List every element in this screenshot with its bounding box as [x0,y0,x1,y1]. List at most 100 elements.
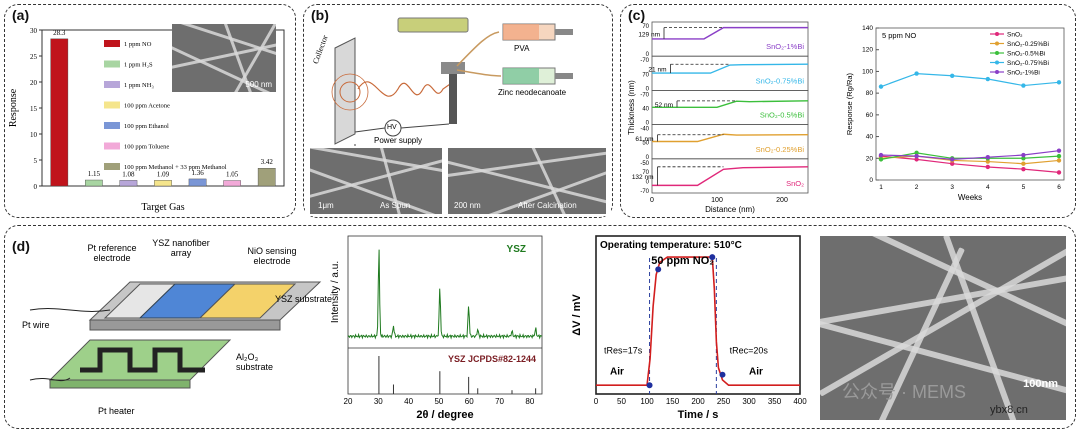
x-axis-label-resp: Time / s [678,409,719,421]
legend-marker-c2 [995,60,999,65]
x-tick-label-xrd: 80 [525,397,534,406]
x-tick-label-resp: 0 [594,397,599,406]
label-ysz-array: YSZ nanofiber array [152,238,210,258]
legend-swatch-a [104,163,120,170]
x-tick-label-resp: 200 [691,397,705,406]
legend-swatch-a [104,122,120,129]
legend-label-a: 1 ppm H₂S [124,62,153,69]
t-rec-label: tRec=20s [730,346,769,356]
profile-tick-label: 70 [642,24,649,30]
y-axis-label-c2: Response (Rg/Ra) [845,72,854,135]
response-marker [655,266,662,273]
operating-temp-label: Operating temperature: 510°C [600,240,742,251]
stability-point [1021,83,1026,88]
profile-tick-label: -70 [640,92,649,98]
y-tick-label-c2: 60 [866,112,874,119]
y-tick-label-c2: 40 [866,134,874,141]
x-tick-label-c1: 0 [650,197,654,204]
profile-tick-label: 0 [646,155,650,161]
bar-a [257,168,276,187]
legend-label-c2: SnO₂-0.75%Bi [1007,60,1049,67]
profile-series-label: SnO₂-0.75%Bi [756,76,805,85]
t-res-label: tRes=17s [604,346,643,356]
x-tick-label-resp: 400 [793,397,807,406]
stability-point [1056,148,1062,153]
profile-line [652,166,809,187]
profile-tick-label: 70 [642,170,649,176]
y-axis-label-xrd: Intensity / a.u. [330,261,341,323]
panel-d-frame [4,225,1076,429]
stability-line [880,72,1060,88]
sensor-schematic [29,281,322,389]
x-tick-label-resp: 300 [742,397,756,406]
label-pt-ref: Pt reference electrode [87,243,137,263]
sem-b1-scale: 1μm [318,201,334,210]
x-axis-label-c2: Weeks [958,193,982,202]
bar-a [85,179,103,187]
profile-line [652,100,809,109]
x-axis-label-a: Target Gas [141,202,184,213]
stability-line [880,150,1060,160]
y-tick-label-a: 30 [30,27,38,35]
x-tick-label-resp: 250 [717,397,731,406]
profile-tick-label: 0 [646,121,650,127]
sem-d-scale: 100nm [1023,378,1058,390]
sem-a-scale: 500 nm [245,80,272,89]
label-power: Power supply [374,136,423,145]
stability-point [1021,156,1026,161]
profile-tick-label: 0 [646,86,650,92]
y-axis-label-c1: Thickness (nm) [627,80,636,135]
y-tick-label-a: 5 [34,157,38,165]
step-label: 132 nm [632,174,654,181]
x-tick-label-xrd: 20 [344,397,353,406]
x-tick-label-xrd: 30 [374,397,383,406]
panel-c-label: (c) [628,7,646,23]
sem-image-a: 500 nm [172,24,276,92]
stability-point [914,153,919,159]
x-tick-label-c2: 6 [1057,184,1061,191]
panel-b-frame [303,4,613,218]
bar-value-label-a: 1.15 [88,170,101,178]
profile-series-label: SnO₂-0.5%Bi [760,111,805,120]
response-marker [709,254,716,261]
bar-a [119,180,138,187]
profile-series-label: SnO₂ [786,179,804,188]
x-tick-label-c1: 100 [711,197,723,204]
profile-tick-label: 0 [646,180,650,186]
profile-tick-label: -70 [640,189,649,195]
x-tick-label-c1: 200 [776,197,788,204]
stability-point [914,71,919,76]
x-tick-label-resp: 100 [640,397,654,406]
label-ysz-sub: YSZ substrate [275,294,333,304]
stability-point [1056,80,1062,85]
stability-point [985,155,990,160]
x-tick-label-c2: 2 [915,184,919,191]
plot-frame-resp [595,235,801,395]
y-tick-label-c2: 20 [866,155,874,162]
sem-b2-scale: 200 nm [454,201,481,210]
step-label: 61 nm [635,136,653,143]
x-axis-label-c1: Distance (nm) [705,205,755,214]
bar-value-label-a: 1.05 [226,171,239,179]
stability-point [914,157,919,162]
x-tick-label-c2: 5 [1022,184,1026,191]
legend-label-a: 100 ppm Ethanol [124,123,169,130]
stability-point [1056,153,1062,159]
bar-a [154,180,172,187]
x-tick-label-xrd: 50 [434,397,443,406]
legend-marker-c2 [995,70,999,74]
xrd-pattern-line [347,249,543,340]
air-label-left: Air [610,367,624,378]
stability-point [1021,161,1026,166]
label-hv: HV [387,124,397,131]
profile-tick-label: -70 [640,58,649,64]
panel-a-frame [4,4,296,218]
stability-point [985,164,990,170]
label-nio: NiO sensing electrode [247,246,297,266]
sem-b2-caption: After Calcination [518,201,577,210]
x-tick-label-xrd: 40 [404,397,413,406]
air-label-right: Air [749,367,763,378]
profile-tick-label: -50 [640,161,649,167]
legend-label-a: 1 ppm NH₃ [124,82,154,89]
label-pt-wire: Pt wire [22,320,50,330]
